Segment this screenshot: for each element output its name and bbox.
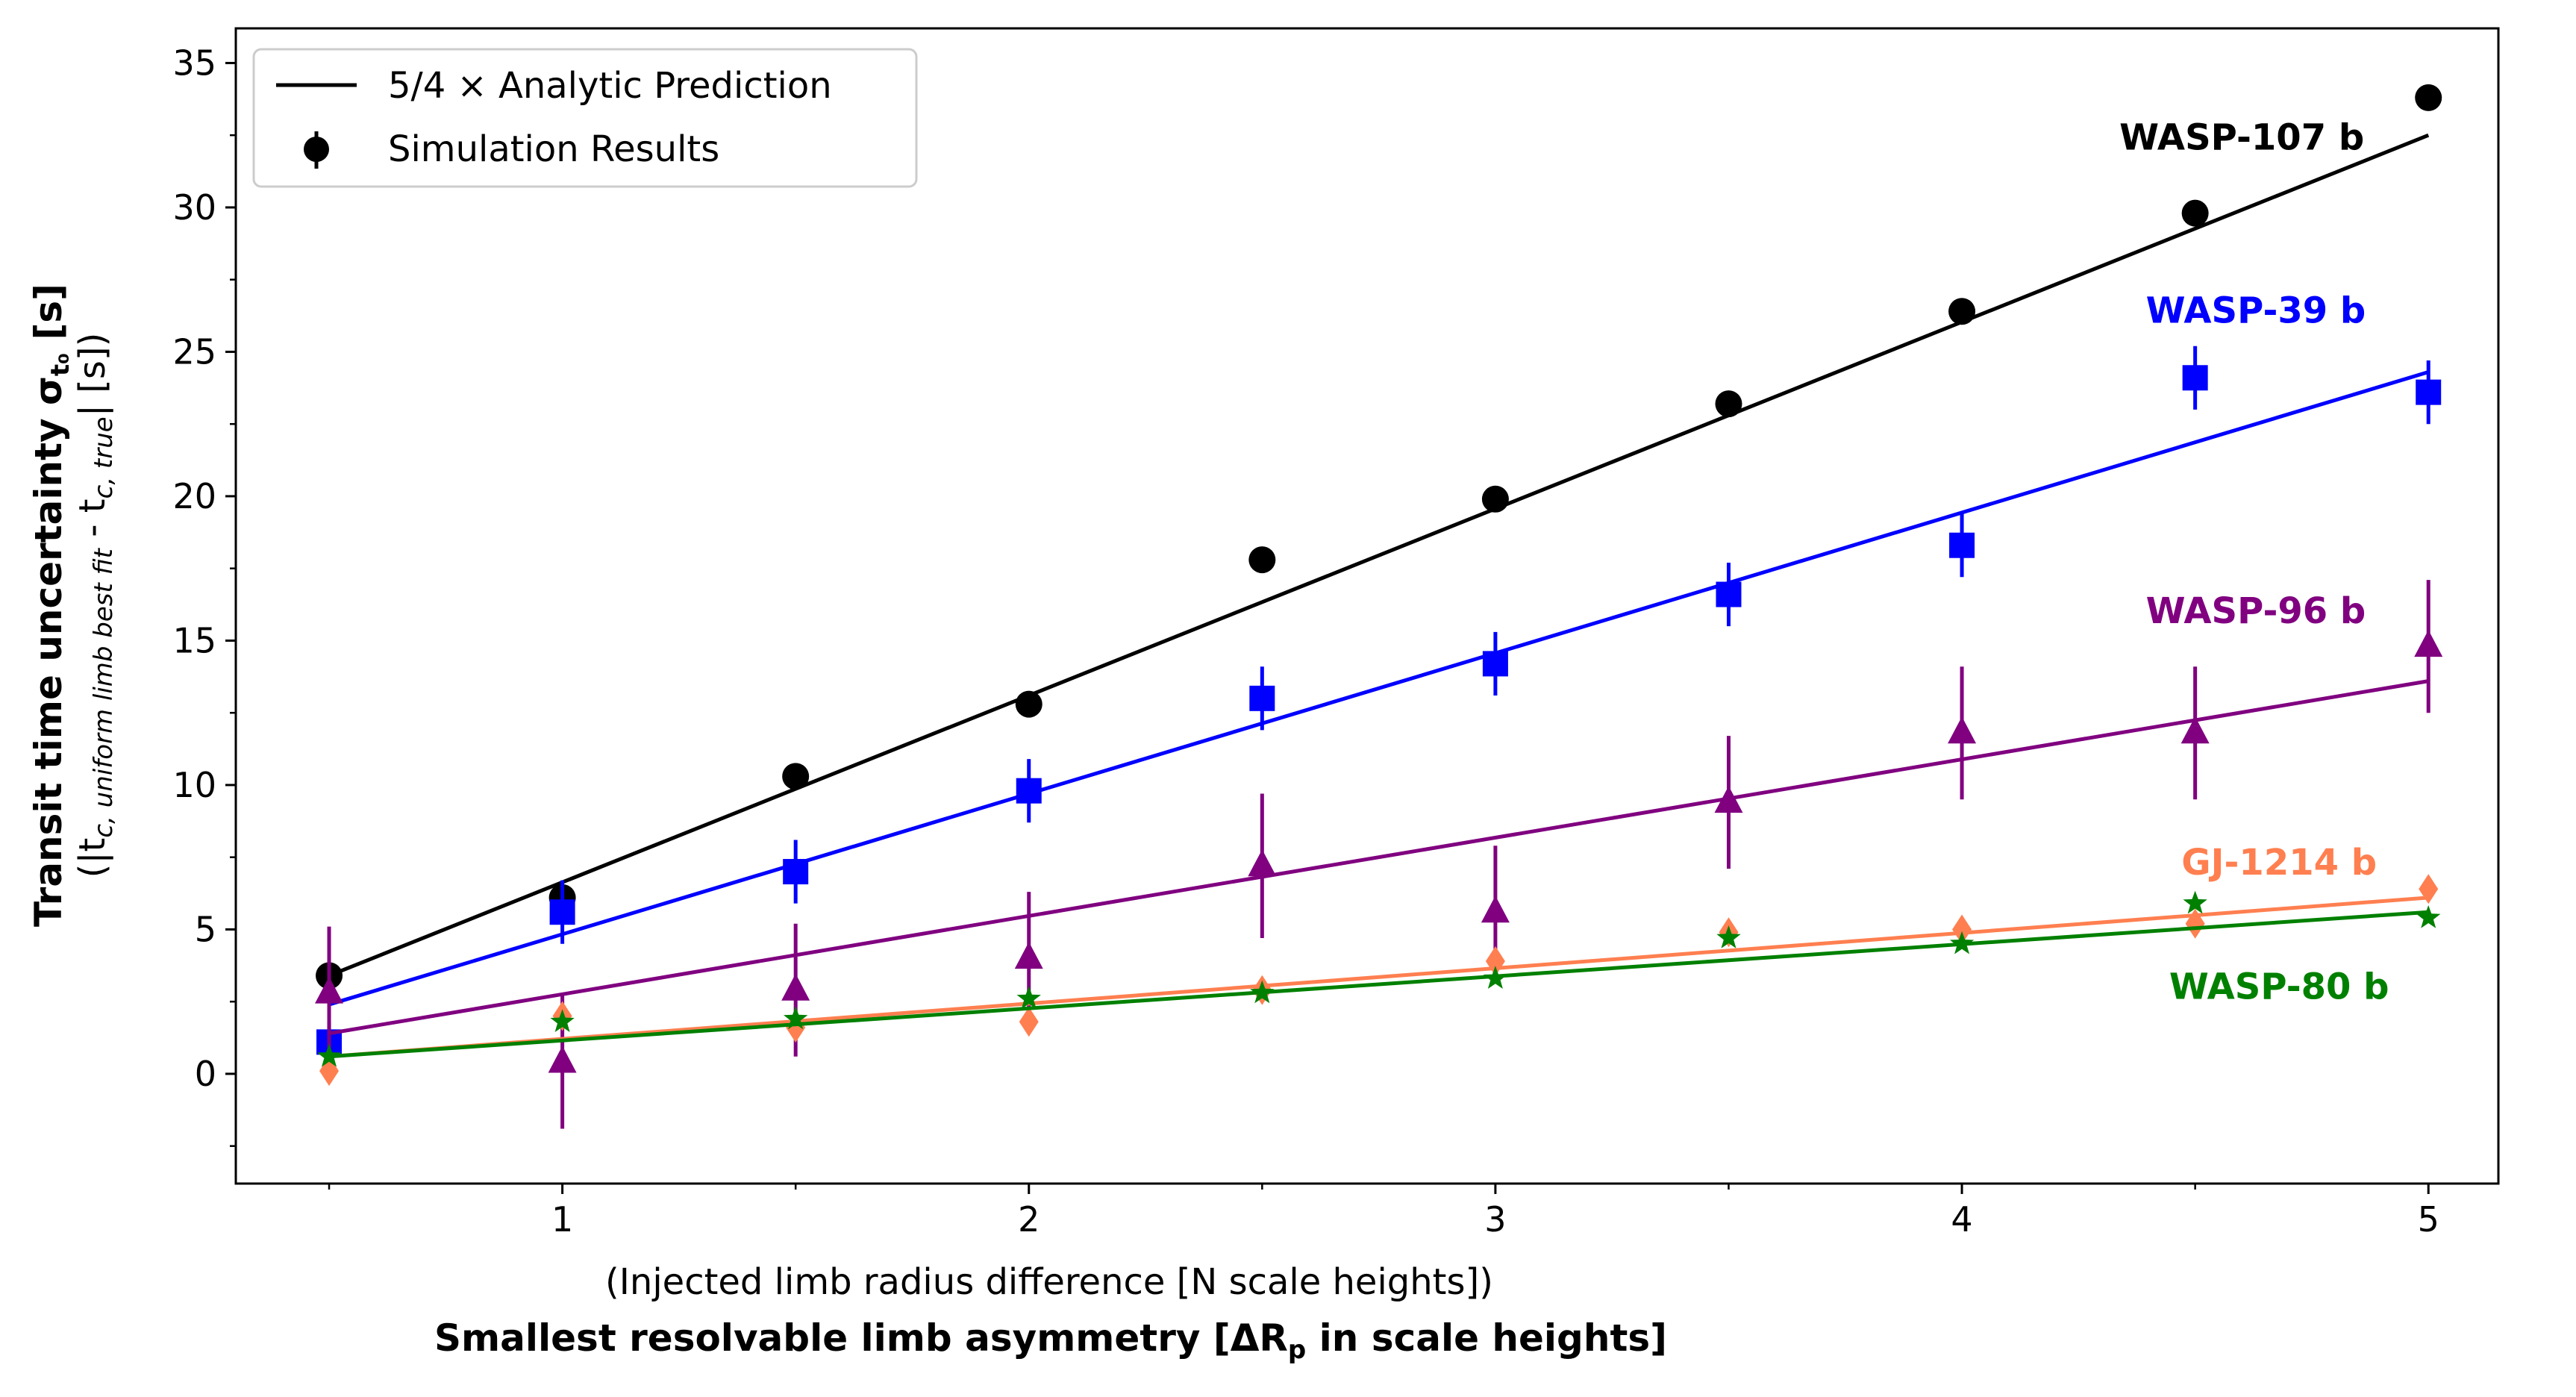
- wasp-96-b-point: [1014, 942, 1043, 969]
- wasp-107-b-point: [1948, 298, 1976, 325]
- wasp-80-b-label: WASP-80 b: [2169, 966, 2389, 1007]
- legend-point-swatch: [304, 137, 329, 162]
- wasp-107-b-point: [1481, 485, 1509, 513]
- y-tick-label: 15: [172, 620, 216, 660]
- wasp-80-b-point: [1716, 925, 1741, 948]
- y-axis-label-main: Transit time uncertainty σt₀ [s]: [27, 284, 75, 927]
- x-tick-label: 4: [1951, 1199, 1972, 1240]
- wasp-96-b-label: WASP-96 b: [2146, 590, 2366, 632]
- wasp-96-b-point: [1248, 849, 1277, 877]
- wasp-39-b-point: [549, 899, 575, 925]
- labels-layer: 1 2 3 4 5 0 5 10 15 20 25 30 35 WASP-107 b WASP-39 b WA…: [172, 43, 2439, 1240]
- gj-1214-b-series: [319, 874, 2439, 1087]
- x-tick-label: 1: [551, 1199, 573, 1240]
- gj-1214-b-point: [2419, 874, 2439, 904]
- wasp-96-b-point: [2180, 716, 2210, 744]
- x-axis-label-bottom: Smallest resolvable limb asymmetry [ΔRp …: [434, 1316, 1667, 1365]
- y-tick-label: 5: [195, 909, 216, 949]
- wasp-96-b-point: [548, 1046, 577, 1073]
- wasp-39-b-prediction-line: [328, 370, 2429, 1007]
- wasp-96-b-point: [315, 976, 344, 1004]
- wasp-39-b-point: [1716, 581, 1742, 607]
- wasp-39-b-point: [2182, 365, 2208, 391]
- wasp-107-b-point: [1248, 546, 1276, 574]
- wasp-96-b-prediction-line: [328, 679, 2429, 1036]
- wasp-39-b-point: [1949, 532, 1975, 558]
- wasp-39-b-label: WASP-39 b: [2146, 290, 2366, 332]
- wasp-80-b-point: [1483, 966, 1508, 989]
- y-tick-label: 10: [172, 765, 216, 805]
- y-tick-label: 30: [172, 187, 216, 228]
- wasp-80-b-point: [316, 1043, 342, 1067]
- wasp-107-b-point: [1015, 690, 1042, 718]
- x-tick-label: 3: [1484, 1199, 1506, 1240]
- wasp-80-b-point: [1949, 931, 1975, 954]
- ticks-layer: [225, 61, 2430, 1194]
- wasp-39-b-point: [783, 859, 809, 885]
- y-axis-label-secondary: (|tc, uniform limb best fit - tc, true| …: [72, 333, 119, 878]
- legend-line-label: 5/4 × Analytic Prediction: [388, 65, 832, 107]
- wasp-39-b-point: [1482, 651, 1508, 677]
- wasp-80-b-point: [2416, 905, 2441, 928]
- gj-1214-b-point: [1019, 1007, 1039, 1037]
- gj-1214-b-label: GJ-1214 b: [2181, 842, 2377, 884]
- wasp-80-b-point: [1016, 986, 1041, 1010]
- wasp-107-b-point: [2181, 199, 2209, 227]
- wasp-39-b-point: [1249, 685, 1275, 711]
- wasp-107-b-label: WASP-107 b: [2119, 117, 2364, 159]
- wasp-80-b-point: [784, 1006, 808, 1030]
- wasp-96-b-point: [2414, 630, 2443, 657]
- y-tick-label: 0: [195, 1054, 216, 1094]
- wasp-80-b-prediction-line: [328, 910, 2429, 1059]
- gj-1214-b-point: [1952, 914, 1972, 945]
- wasp-96-b-point: [1714, 786, 1743, 813]
- wasp-96-b-point: [1481, 896, 1510, 923]
- wasp-80-b-point: [2183, 890, 2207, 914]
- wasp-107-b-point: [782, 763, 810, 790]
- x-axis-label-top: (Injected limb radius difference [N scal…: [605, 1261, 1493, 1303]
- wasp-39-b-point: [2416, 379, 2442, 405]
- legend-points-label: Simulation Results: [388, 128, 719, 170]
- wasp-107-b-prediction-line: [328, 133, 2430, 978]
- wasp-96-b-point: [781, 973, 810, 1001]
- gj-1214-b-point: [1485, 946, 1505, 977]
- x-tick-label: 5: [2418, 1199, 2439, 1240]
- legend-box: [252, 48, 918, 188]
- y-tick-label: 20: [172, 476, 216, 516]
- x-tick-label: 2: [1018, 1199, 1040, 1240]
- legend: 5/4 × Analytic Prediction Simulation Res…: [252, 48, 918, 188]
- series-layer: [315, 84, 2443, 1129]
- y-tick-label: 35: [172, 43, 216, 83]
- wasp-96-b-point: [1948, 716, 1977, 744]
- gj-1214-b-point: [2185, 908, 2205, 939]
- wasp-107-b-point: [1715, 390, 1742, 418]
- wasp-80-b-point: [1250, 980, 1275, 1004]
- wasp-39-b-series: [316, 346, 2442, 1063]
- plot-frame: [234, 27, 2500, 1185]
- wasp-107-b-point: [2415, 84, 2442, 111]
- wasp-80-b-series: [316, 890, 2441, 1067]
- wasp-80-b-point: [550, 1009, 575, 1032]
- gj-1214-b-prediction-line: [328, 896, 2429, 1059]
- wasp-39-b-point: [1016, 778, 1042, 804]
- y-tick-label: 25: [172, 331, 216, 372]
